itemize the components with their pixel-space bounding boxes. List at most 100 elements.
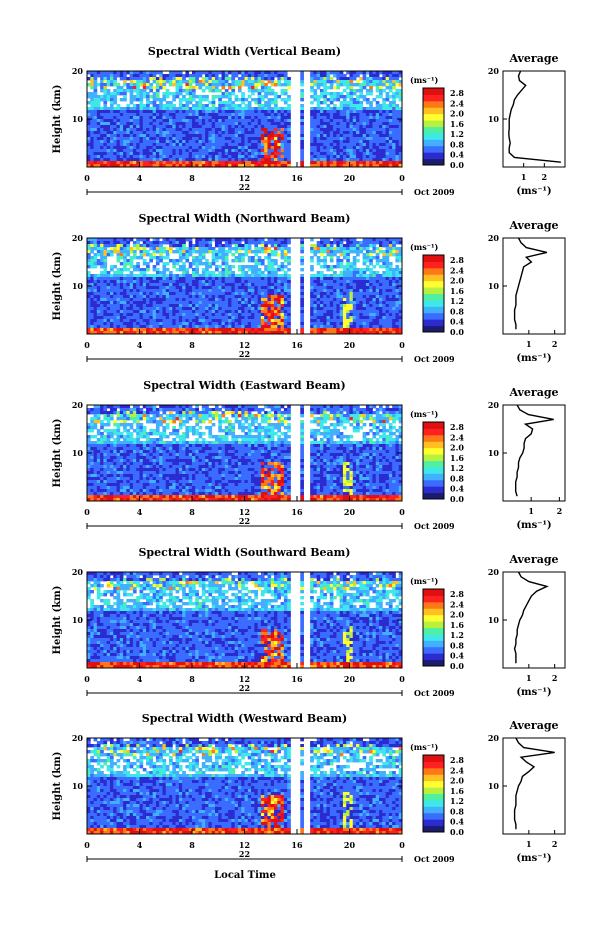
heatmap-cell — [106, 316, 111, 320]
heatmap-cell — [395, 140, 400, 144]
heatmap-cell — [310, 89, 314, 93]
heatmap-cell — [165, 253, 170, 257]
heatmap-cell — [155, 298, 160, 302]
heatmap-cell — [119, 322, 124, 326]
heatmap-cell — [372, 280, 377, 284]
heatmap-cell — [231, 253, 236, 257]
heatmap-cell — [241, 116, 245, 120]
heatmap-cell — [270, 295, 275, 299]
heatmap-cell — [264, 89, 268, 93]
heatmap-cell — [264, 71, 268, 75]
heatmap-cell — [201, 80, 206, 84]
heatmap-cell — [254, 149, 259, 153]
heatmap-cell — [346, 137, 350, 141]
heatmap-cell — [218, 155, 222, 159]
heatmap-cell — [218, 280, 222, 284]
heatmap-cell — [365, 128, 370, 132]
heatmap-cell — [149, 74, 154, 78]
heatmap-cell — [251, 80, 255, 84]
heatmap-cell — [96, 146, 101, 150]
heatmap-cell — [356, 319, 360, 323]
heatmap-cell — [316, 274, 321, 278]
heatmap-cell — [172, 107, 176, 111]
heatmap-cell — [218, 304, 222, 308]
heatmap-cell — [280, 286, 285, 290]
heatmap-cell — [329, 301, 334, 305]
heatmap-cell — [316, 116, 321, 120]
heatmap-cell — [205, 247, 209, 251]
heatmap-cell — [188, 244, 193, 248]
heatmap-cell — [178, 86, 183, 90]
heatmap-cell — [96, 158, 101, 162]
heatmap-cell — [169, 271, 173, 275]
heatmap-cell — [241, 143, 245, 147]
heatmap-cell — [392, 152, 396, 156]
heatmap-cell — [218, 116, 222, 120]
heatmap-cell — [159, 304, 163, 308]
heatmap-cell — [159, 143, 163, 147]
heatmap-cell — [188, 89, 193, 93]
heatmap-cell — [280, 241, 285, 245]
heatmap-cell — [310, 307, 314, 311]
heatmap-cell — [333, 92, 337, 96]
heatmap-cell — [185, 158, 190, 162]
heatmap-cell — [188, 292, 193, 296]
heatmap-cell — [388, 158, 393, 162]
heatmap-cell — [375, 250, 380, 254]
heatmap-cell — [342, 271, 347, 275]
heatmap-cell — [172, 304, 176, 308]
heatmap-cell — [310, 265, 314, 269]
heatmap-cell — [323, 131, 327, 135]
heatmap-cell — [280, 238, 285, 242]
heatmap-cell — [359, 271, 364, 275]
heatmap-cell — [333, 161, 337, 165]
heatmap-cell — [198, 259, 203, 263]
heatmap-cell — [388, 244, 393, 248]
heatmap-cell — [395, 253, 400, 257]
heatmap-cell — [382, 125, 386, 129]
heatmap-cell — [352, 307, 357, 311]
heatmap-cell — [362, 110, 367, 114]
heatmap-cell — [247, 158, 252, 162]
heatmap-cell — [185, 110, 190, 114]
heatmap-cell — [146, 113, 150, 117]
heatmap-cell — [300, 292, 304, 296]
heatmap-cell — [385, 298, 390, 302]
heatmap-cell — [201, 274, 206, 278]
heatmap-cell — [385, 244, 390, 248]
heatmap-cell — [192, 98, 196, 102]
heatmap-cell — [359, 113, 364, 117]
heatmap-cell — [205, 241, 209, 245]
heatmap-cell — [375, 146, 380, 150]
heatmap-cell — [392, 268, 396, 272]
heatmap-cell — [142, 238, 147, 242]
heatmap-cell — [241, 83, 245, 87]
heatmap-cell — [231, 307, 236, 311]
heatmap-cell — [346, 152, 350, 156]
heatmap-cell — [372, 289, 377, 293]
heatmap-cell — [319, 274, 324, 278]
heatmap-cell — [146, 95, 150, 99]
heatmap-cell — [208, 313, 213, 317]
heatmap-cell — [260, 164, 265, 168]
heatmap-cell — [395, 107, 400, 111]
heatmap-cell — [270, 143, 275, 147]
heatmap-cell — [277, 155, 281, 159]
heatmap-cell — [208, 316, 213, 320]
heatmap-cell — [175, 80, 180, 84]
heatmap-cell — [362, 146, 367, 150]
heatmap-cell — [178, 128, 183, 132]
heatmap-cell — [267, 98, 272, 102]
heatmap-cell — [352, 131, 357, 135]
heatmap-cell — [152, 74, 157, 78]
heatmap-cell — [385, 155, 390, 159]
heatmap-cell — [274, 268, 278, 272]
heatmap-cell — [395, 143, 400, 147]
heatmap-cell — [342, 298, 347, 302]
heatmap-cell — [369, 125, 373, 129]
heatmap-cell — [349, 289, 354, 293]
heatmap-cell — [139, 301, 144, 305]
heatmap-cell — [356, 161, 360, 165]
heatmap-cell — [257, 116, 262, 120]
heatmap-cell — [274, 247, 278, 251]
